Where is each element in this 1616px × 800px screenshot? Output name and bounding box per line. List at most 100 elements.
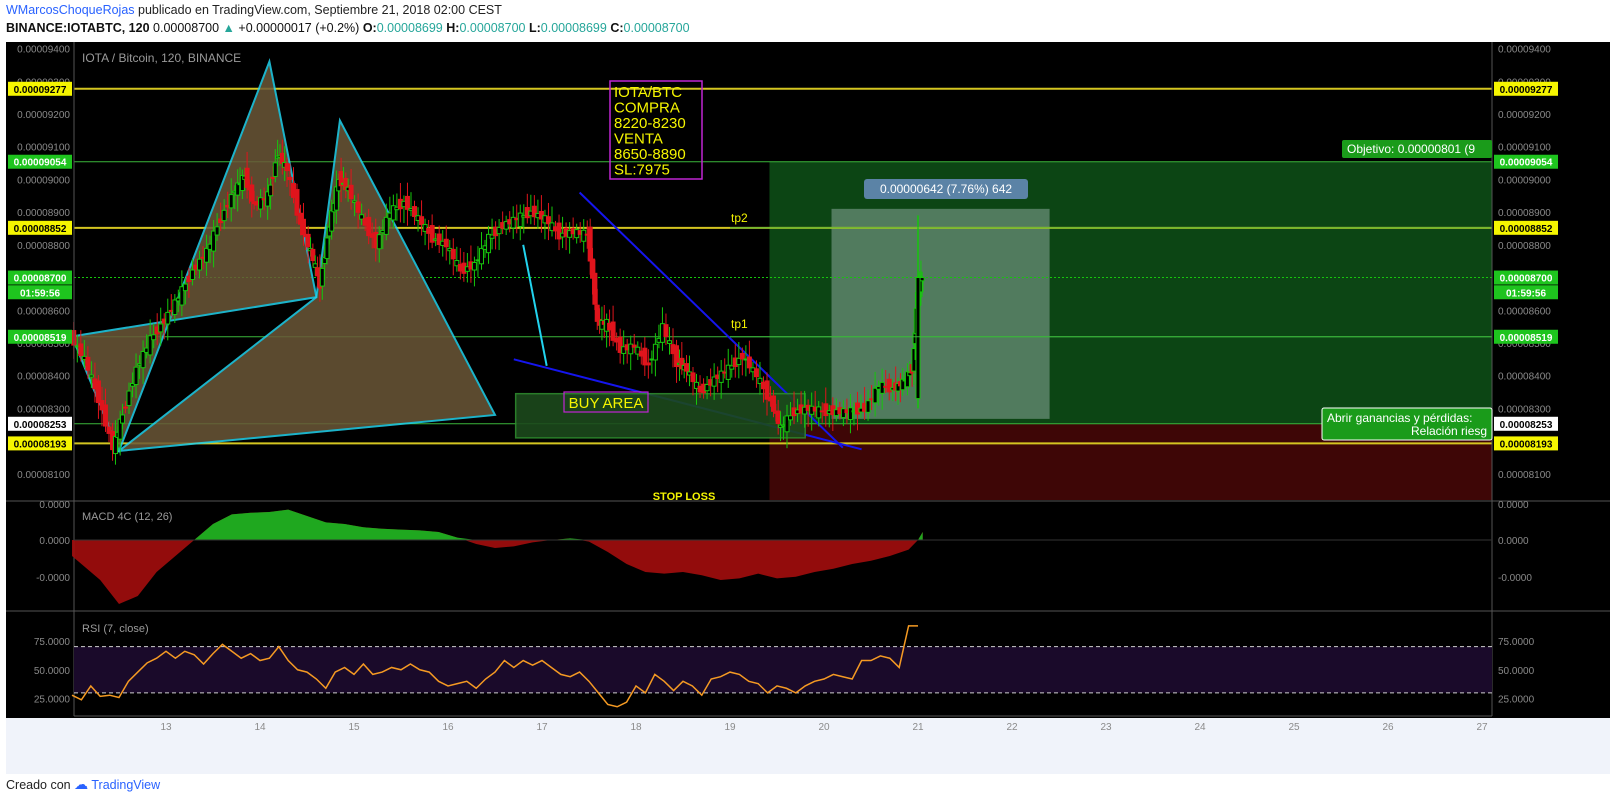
trade-info-box [609,80,703,180]
candle-body [690,372,696,383]
price-badge [8,81,72,96]
candle-body [694,381,700,389]
x-tick-label: 19 [724,722,736,733]
candle-body [711,376,717,387]
candle-body [823,403,829,417]
candle-body [204,247,210,263]
price-badge-label: 0.00008519 [14,333,67,344]
candle-body [126,390,132,406]
y-tick-label-right: 0.00008100 [1498,470,1551,481]
price-badge [1494,329,1558,344]
rsi-band [74,646,1492,693]
x-tick-label: 14 [254,722,266,733]
candle-body [486,233,492,254]
price-badge [1494,154,1558,169]
candle-body [324,237,330,260]
measure-box [831,208,1050,419]
y-tick-label-left: 0.00008100 [17,470,70,481]
y-tick-label-left: 0.00008800 [17,241,70,252]
candle-body [300,218,306,236]
pattern-arrow-line [522,244,548,367]
open-label: O: [362,21,377,35]
price-badge-label: 0.00009277 [14,85,67,96]
price-badge-label: 0.00009277 [1500,85,1553,96]
candle-body [865,400,871,413]
price-badge-label: 0.00008253 [14,420,67,431]
candle-body [886,378,892,393]
candle-body [294,189,300,216]
trade-info-line: VENTA [614,131,663,148]
candle-body [746,356,752,369]
close-label: C: [610,21,624,35]
candle-body [221,209,227,222]
candle-body [298,212,304,225]
x-tick-label: 26 [1382,722,1394,733]
candle-body [329,210,335,232]
trade-info-line: IOTA/BTC [614,84,682,101]
trade-info-line: SL:7975 [614,162,670,179]
open-value: 0.00008699 [376,21,443,35]
candle-body [287,176,293,181]
candle-body [764,380,770,400]
last-candle-body [915,277,921,400]
candle-body [517,212,523,228]
last-price: 0.00008700 [153,21,220,35]
price-badge-label: 0.00009054 [1500,158,1553,169]
chart-canvas[interactable]: 0.000094000.000094000.000093000.00009300… [6,42,1610,774]
candle-body [847,407,853,421]
x-tick-label: 23 [1100,722,1112,733]
header-quote-line: BINANCE:IOTABTC, 120 0.00008700 ▲ +0.000… [6,21,690,35]
candle-body [182,283,188,292]
y-tick-label-left: 0.00008400 [17,372,70,383]
price-badge-label: 0.00008700 [14,274,67,285]
candle-body [268,184,274,197]
y-tick-label-right: 0.00009000 [1498,175,1551,186]
candle-body [592,272,598,305]
y-tick-label-right: 0.00008900 [1498,208,1551,219]
x-tick-label: 25 [1288,722,1300,733]
candle-body [784,415,790,433]
rsi-line [71,625,918,708]
candle-body [419,216,425,226]
candle-body [85,356,91,371]
price-change: +0.00000017 (+0.2%) [238,21,360,35]
y-tick-label-right: 0.00009100 [1498,143,1551,154]
candle-body [775,410,781,424]
pnl-label-line2: Relación riesg [1411,424,1487,438]
candle-body [642,347,648,366]
buy-area-label-box [563,391,649,413]
candle-body [489,234,495,239]
candle-body [429,225,435,243]
price-badge [8,220,72,235]
candle-body [666,340,672,344]
candle-body [872,387,878,404]
price-badge-label: 0.00008852 [1500,224,1553,235]
candle-body [214,226,220,236]
candle-body [739,352,745,360]
candle-body [556,222,562,240]
candle-body [112,436,118,455]
candle-body [674,345,680,368]
candle-body [587,226,593,262]
candle-body [645,362,651,366]
candle-body [106,426,112,434]
y-tick-label-right: 0.00009200 [1498,110,1551,121]
candle-body [120,414,126,424]
y-tick-label-left: 0.00008600 [17,306,70,317]
candle-body [244,167,250,188]
y-tick-label-left: 0.00009400 [17,45,70,56]
candle-body [366,216,372,237]
tradingview-link[interactable]: TradingView [91,778,161,792]
candle-body [179,286,185,306]
candle-body [725,364,731,380]
candle-body [704,384,710,392]
close-value: 0.00008700 [623,21,690,35]
candle-body [133,366,139,386]
pattern-wing-right [115,117,497,453]
x-tick-label: 27 [1476,722,1488,733]
measure-label-box [864,179,1028,199]
candle-body [319,267,325,287]
candle-body [390,205,396,221]
price-badge-label: 0.00008193 [14,439,67,450]
author-link[interactable]: WMarcosChoqueRojas [6,3,135,17]
